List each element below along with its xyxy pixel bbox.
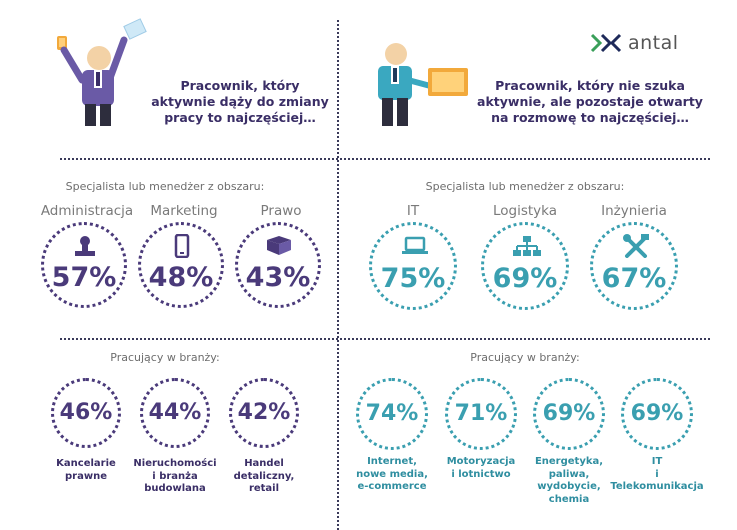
area-value-administracja: 57% xyxy=(51,262,117,293)
industry-label-line: i xyxy=(655,468,659,480)
hierarchy-icon xyxy=(513,236,541,256)
industry-label-motoryzacja: Motoryzacja i lotnictwo xyxy=(431,456,531,481)
area-category-administracja: Administracja xyxy=(40,203,134,219)
industry-ring-handel: 42% xyxy=(229,378,299,448)
right-intro-line: aktywnie, ale pozostaje otwarty xyxy=(477,94,703,109)
antal-logo-text: antal xyxy=(628,32,679,54)
vertical-divider xyxy=(337,20,339,530)
worker-pointing-illustration xyxy=(378,43,468,126)
industry-label-line: i lotnictwo xyxy=(451,468,511,480)
industry-ring-energetyka: 69% xyxy=(533,378,605,450)
area-ring-administracja: 57% xyxy=(41,222,127,308)
industry-label-line: Kancelarie xyxy=(56,458,116,469)
industry-label-line: prawne xyxy=(65,470,107,482)
book-icon xyxy=(267,236,291,255)
industry-label-line: paliwa, xyxy=(548,468,590,480)
industry-label-telekomunikacja: IT i Telekomunikacja xyxy=(607,456,707,494)
area-ring-inzynieria: 67% xyxy=(590,222,678,310)
industry-ring-telekomunikacja: 69% xyxy=(621,378,693,450)
industry-label-kancelarie: Kancelarie prawne xyxy=(36,458,136,483)
area-value-marketing: 48% xyxy=(148,262,214,293)
industry-label-handel: Handel detaliczny, retail xyxy=(214,458,314,496)
area-category-marketing: Marketing xyxy=(150,203,218,219)
industry-ring-internet: 74% xyxy=(356,378,428,450)
industry-label-line: i branża xyxy=(152,470,198,482)
area-category-it: IT xyxy=(406,203,420,219)
area-category-prawo: Prawo xyxy=(260,203,302,219)
industry-label-line: detaliczny, xyxy=(233,470,295,482)
industry-ring-motoryzacja: 71% xyxy=(445,378,517,450)
industry-value-telekomunikacja: 69% xyxy=(630,401,684,426)
area-value-prawo: 43% xyxy=(245,262,311,293)
industry-ring-nieruchomosci: 44% xyxy=(140,378,210,448)
right-intro-line: na rozmowę to najczęściej… xyxy=(491,110,689,125)
industry-label-line: IT xyxy=(651,456,663,467)
industry-value-internet: 74% xyxy=(365,401,419,426)
right-industry-label: Pracujący w branży: xyxy=(470,351,580,364)
industry-label-line: e-commerce xyxy=(357,481,427,492)
industry-value-handel: 42% xyxy=(237,400,291,425)
industry-label-line: Nieruchomości xyxy=(133,458,217,469)
divider-top xyxy=(60,158,710,160)
right-intro-line: Pracownik, który nie szuka xyxy=(495,78,685,93)
industry-label-line: budowlana xyxy=(144,483,206,494)
left-intro-text: Pracownik, który aktywnie dąży do zmiany… xyxy=(150,78,330,126)
industry-label-line: retail xyxy=(248,483,280,494)
area-ring-it: 75% xyxy=(369,222,457,310)
left-specialist-label: Specjalista lub menedżer z obszaru: xyxy=(65,180,265,193)
area-ring-marketing: 48% xyxy=(138,222,224,308)
worker-raising-arms-illustration xyxy=(57,18,147,126)
industry-label-line: Motoryzacja xyxy=(446,456,516,467)
laptop-icon xyxy=(402,236,428,254)
antal-logo: antal xyxy=(590,32,679,54)
tools-icon xyxy=(623,234,649,258)
left-intro-line: Pracownik, który xyxy=(180,78,300,93)
industry-ring-kancelarie: 46% xyxy=(51,378,121,448)
industry-label-line: chemia xyxy=(548,493,590,505)
area-value-logistyka: 69% xyxy=(492,263,558,294)
industry-label-line: Internet, xyxy=(367,456,417,467)
area-value-inzynieria: 67% xyxy=(601,263,667,294)
area-ring-prawo: 43% xyxy=(235,222,321,308)
industry-label-line: nowe media, xyxy=(356,468,428,480)
area-ring-logistyka: 69% xyxy=(481,222,569,310)
industry-label-line: wydobycie, xyxy=(537,481,601,492)
right-intro-text: Pracownik, który nie szuka aktywnie, ale… xyxy=(470,78,710,126)
industry-label-nieruchomosci: Nieruchomości i branża budowlana xyxy=(125,458,225,496)
right-specialist-label: Specjalista lub menedżer z obszaru: xyxy=(425,180,625,193)
industry-label-line: Energetyka, xyxy=(534,456,604,467)
industry-value-kancelarie: 46% xyxy=(59,400,113,425)
phone-icon xyxy=(174,234,190,258)
industry-label-energetyka: Energetyka, paliwa, wydobycie, chemia xyxy=(519,456,619,506)
industry-label-line: Handel xyxy=(244,458,284,469)
stamp-icon xyxy=(75,236,95,256)
left-industry-label: Pracujący w branży: xyxy=(110,351,220,364)
industry-label-line: Telekomunikacja xyxy=(610,481,704,492)
industry-label-internet: Internet, nowe media, e-commerce xyxy=(342,456,442,494)
industry-value-motoryzacja: 71% xyxy=(454,401,508,426)
left-intro-line: aktywnie dąży do zmiany xyxy=(151,94,329,109)
industry-value-nieruchomosci: 44% xyxy=(148,400,202,425)
area-value-it: 75% xyxy=(380,263,446,294)
area-category-inzynieria: Inżynieria xyxy=(601,203,667,219)
antal-logo-icon xyxy=(590,33,622,53)
divider-middle xyxy=(60,338,710,340)
left-intro-line: pracy to najczęściej… xyxy=(164,110,316,125)
area-category-logistyka: Logistyka xyxy=(492,203,558,219)
industry-value-energetyka: 69% xyxy=(542,401,596,426)
